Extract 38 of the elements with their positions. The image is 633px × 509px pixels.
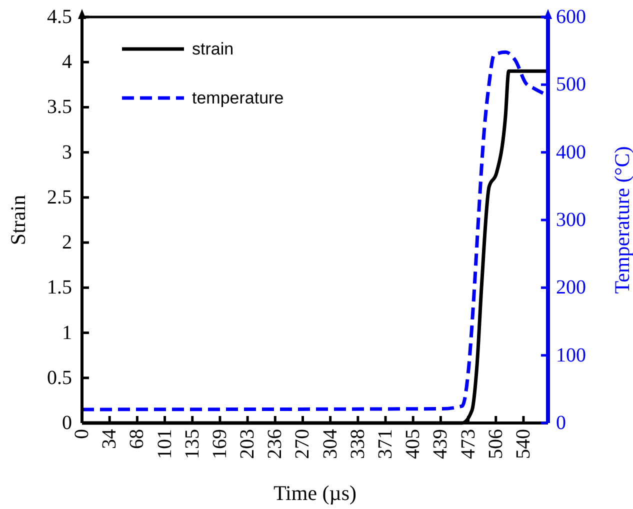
y-tick-label: 1.5 [47, 276, 72, 299]
x-tick-label: 0 [71, 429, 93, 439]
y2-tick-label: 400 [556, 141, 586, 164]
y-tick-label: 2 [62, 232, 72, 254]
y2-tick-label: 100 [556, 344, 586, 366]
x-tick-label: 506 [484, 429, 507, 459]
x-axis-title: Time (µs) [273, 481, 357, 505]
x-tick-label: 68 [126, 429, 148, 449]
x-tick-label: 405 [402, 429, 424, 459]
x-tick-label: 270 [292, 429, 314, 459]
y-tick-label: 1 [62, 322, 72, 344]
x-tick-label: 203 [236, 429, 259, 459]
y-tick-label: 3 [62, 141, 72, 164]
legend-label: temperature [192, 88, 284, 108]
y-tick-label: 4.5 [47, 6, 72, 28]
y-tick-label: 2.5 [47, 186, 72, 208]
x-tick-label: 540 [512, 429, 534, 459]
y-tick-label: 0 [62, 412, 72, 434]
y2-tick-label: 0 [556, 412, 566, 434]
x-tick-label: 236 [264, 429, 286, 459]
x-tick-label: 34 [98, 429, 121, 449]
y-axis-title: Strain [6, 194, 30, 246]
y2-tick-label: 300 [556, 209, 586, 231]
x-tick-label: 439 [430, 429, 452, 459]
x-tick-label: 304 [319, 429, 342, 459]
x-tick-label: 473 [457, 429, 480, 459]
y2-tick-label: 600 [556, 6, 586, 28]
legend-label: strain [192, 40, 234, 58]
x-tick-label: 338 [346, 429, 369, 459]
x-tick-label: 371 [374, 429, 397, 459]
y-tick-label: 0.5 [47, 366, 72, 389]
x-tick-label: 169 [208, 429, 231, 459]
y-tick-label: 3.5 [47, 96, 72, 118]
y-tick-label: 4 [62, 51, 72, 74]
y2-tick-label: 500 [556, 74, 586, 96]
y2-tick-label: 200 [556, 276, 586, 299]
x-tick-label: 135 [181, 429, 204, 459]
x-tick-label: 101 [154, 429, 176, 459]
